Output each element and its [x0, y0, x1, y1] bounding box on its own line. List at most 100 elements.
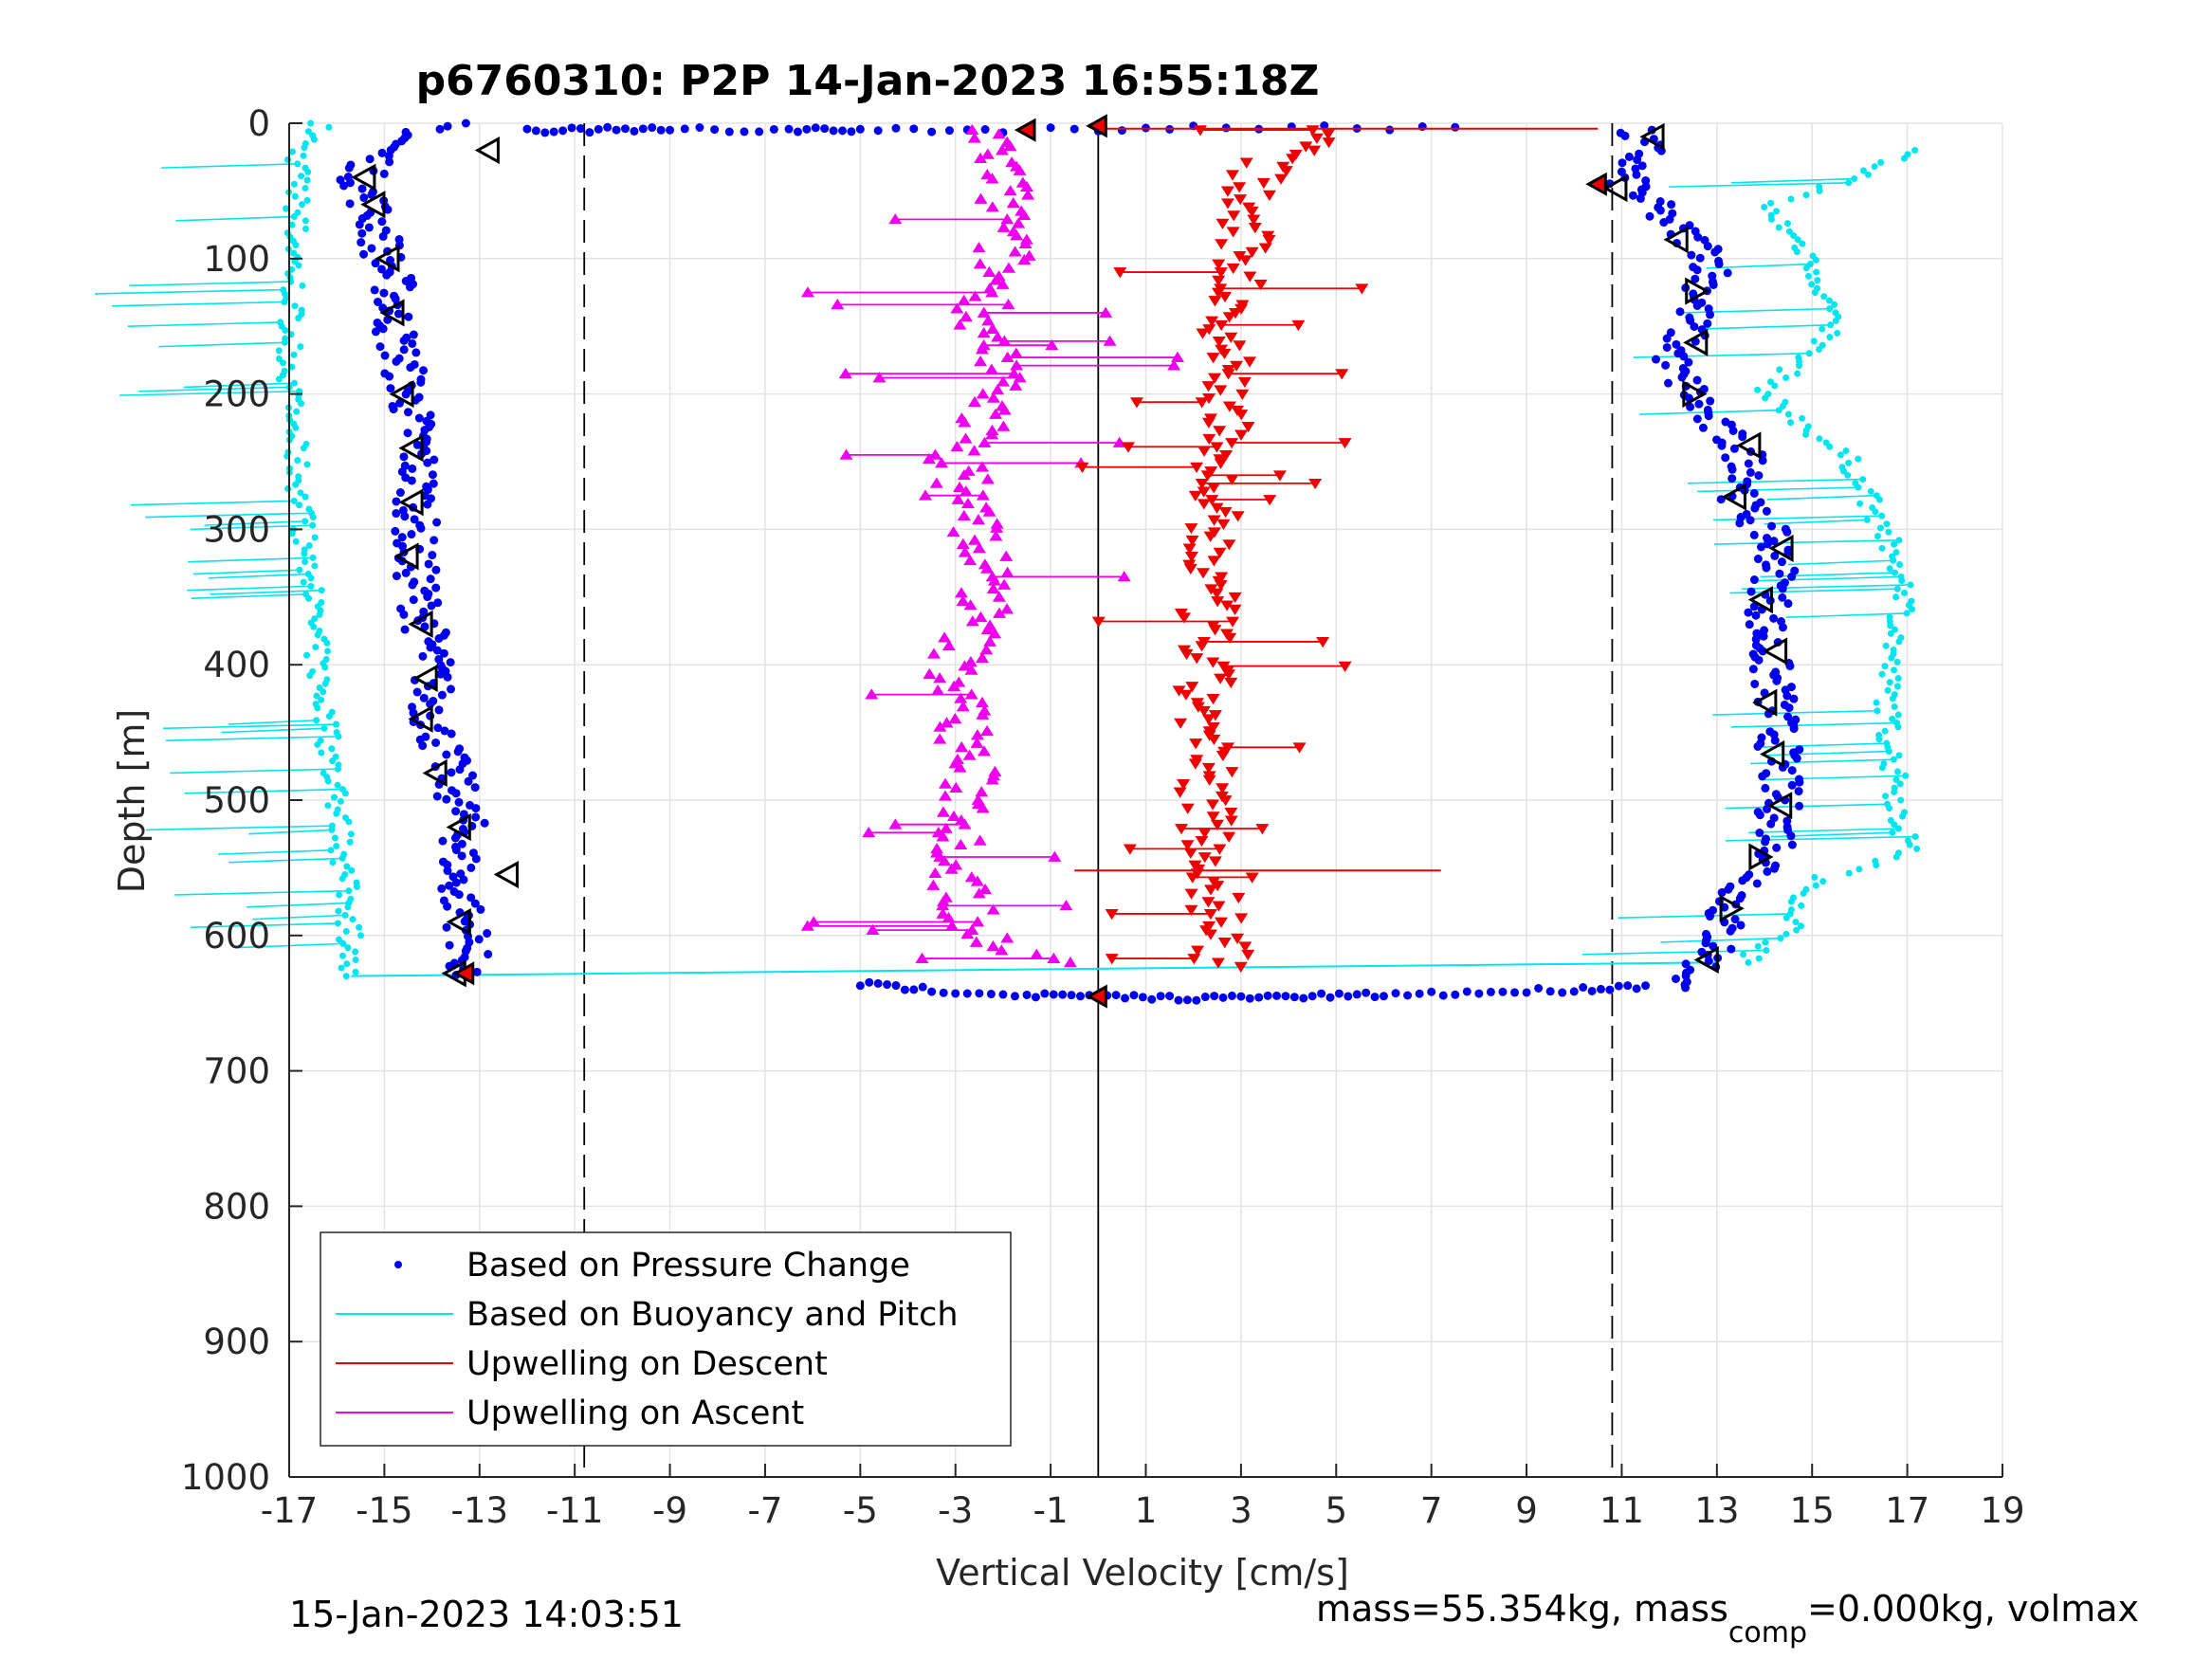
upwelling-ascent-point — [963, 656, 978, 667]
pressure-point — [416, 377, 426, 387]
pressure-point — [397, 533, 407, 542]
pressure-point — [365, 155, 375, 164]
upwelling-ascent-point — [970, 737, 984, 748]
pressure-point — [1046, 123, 1055, 133]
buoyancy-point — [324, 777, 332, 785]
data-series — [95, 114, 1921, 1009]
upwelling-ascent-point — [985, 774, 999, 785]
pressure-point — [900, 985, 909, 994]
pressure-point — [918, 982, 927, 992]
pressure-point — [474, 935, 484, 944]
upwelling-ascent-point — [807, 916, 821, 927]
pressure-point — [1728, 426, 1738, 435]
upwelling-descent-point — [1113, 267, 1127, 279]
upwelling-descent-point — [1338, 438, 1352, 449]
buoyancy-point — [337, 797, 344, 805]
pressure-point — [429, 479, 438, 488]
y-tick-label: 0 — [247, 103, 270, 144]
pressure-point — [1787, 780, 1797, 790]
upwelling-ascent-point — [1045, 338, 1059, 351]
upwelling-ascent-point — [1000, 351, 1015, 362]
upwelling-ascent-point — [945, 920, 960, 931]
pressure-point — [1281, 992, 1290, 1001]
pressure-point — [980, 125, 990, 135]
pressure-point — [1726, 926, 1735, 936]
upwelling-ascent-point — [976, 388, 990, 399]
upwelling-ascent-point — [975, 343, 989, 355]
upwelling-descent-point — [1309, 133, 1324, 145]
pressure-point — [1692, 414, 1702, 424]
pressure-point — [1645, 211, 1654, 221]
upwelling-ascent-point — [862, 826, 876, 838]
open-triangle-marker — [1721, 483, 1746, 511]
upwelling-descent-point — [1208, 373, 1222, 384]
pressure-point — [1675, 307, 1685, 317]
pressure-point — [1766, 819, 1776, 829]
pressure-point — [1710, 247, 1720, 257]
buoyancy-point — [1797, 922, 1804, 930]
upwelling-descent-point — [1233, 182, 1247, 193]
buoyancy-point — [331, 834, 338, 842]
upwelling-descent-point — [1197, 446, 1212, 457]
buoyancy-point — [1876, 524, 1884, 532]
upwelling-ascent-point — [972, 242, 986, 253]
pressure-point — [1738, 432, 1747, 442]
pressure-point — [374, 297, 383, 306]
upwelling-ascent-point — [1000, 932, 1015, 943]
pressure-point — [1772, 676, 1782, 685]
pressure-point — [1770, 736, 1780, 745]
buoyancy-point — [1881, 727, 1889, 735]
upwelling-descent-point — [1105, 954, 1119, 965]
pressure-point — [1058, 990, 1068, 999]
buoyancy-spike — [170, 768, 338, 775]
upwelling-ascent-point — [958, 818, 972, 830]
upwelling-descent-point — [1184, 552, 1198, 563]
upwelling-descent-point — [1212, 275, 1226, 286]
upwelling-descent-point — [1355, 283, 1369, 295]
pressure-point — [1623, 981, 1633, 991]
buoyancy-point — [352, 948, 359, 956]
buoyancy-point — [300, 445, 307, 452]
pressure-point — [389, 405, 398, 414]
upwelling-descent-point — [1202, 392, 1216, 405]
upwelling-ascent-point — [1006, 196, 1020, 209]
buoyancy-point — [1787, 898, 1795, 905]
open-triangle-marker — [1762, 637, 1788, 665]
pressure-point — [1662, 334, 1672, 343]
buoyancy-point — [343, 960, 351, 968]
pressure-point — [1754, 471, 1764, 481]
pressure-point — [1632, 170, 1641, 179]
chart-title: p6760310: P2P 14-Jan-2023 16:55:18Z — [416, 57, 1320, 105]
pressure-point — [855, 124, 865, 134]
pressure-point — [1748, 665, 1758, 674]
buoyancy-spike — [1713, 539, 1900, 545]
pressure-point — [1451, 990, 1460, 999]
upwelling-descent-point — [1179, 689, 1193, 701]
pressure-point — [1692, 375, 1702, 385]
filled-triangle-marker — [1014, 118, 1036, 142]
pressure-point — [927, 127, 937, 137]
upwelling-ascent-point — [967, 445, 981, 456]
upwelling-ascent-point — [1013, 164, 1027, 175]
upwelling-ascent-point — [999, 603, 1014, 614]
pressure-point — [1659, 218, 1669, 228]
upwelling-ascent-point — [951, 493, 965, 504]
upwelling-ascent-point — [967, 132, 981, 143]
upwelling-descent-point — [1258, 243, 1272, 254]
buoyancy-point — [1740, 951, 1747, 958]
buoyancy-point — [292, 481, 300, 488]
upwelling-ascent-point — [1112, 436, 1126, 447]
buoyancy-spike — [130, 500, 295, 506]
upwelling-ascent-point — [936, 900, 950, 911]
buoyancy-point — [299, 201, 306, 209]
x-tick-label: 17 — [1885, 1490, 1929, 1531]
upwelling-ascent-point — [989, 530, 1003, 541]
pressure-point — [1569, 987, 1579, 996]
buoyancy-point — [1832, 317, 1839, 324]
upwelling-descent-point — [1228, 592, 1242, 604]
buoyancy-spike — [138, 386, 290, 392]
upwelling-ascent-point — [985, 286, 999, 298]
upwelling-ascent-point — [939, 822, 953, 833]
upwelling-descent-point — [1213, 844, 1227, 855]
pressure-point — [710, 125, 720, 135]
